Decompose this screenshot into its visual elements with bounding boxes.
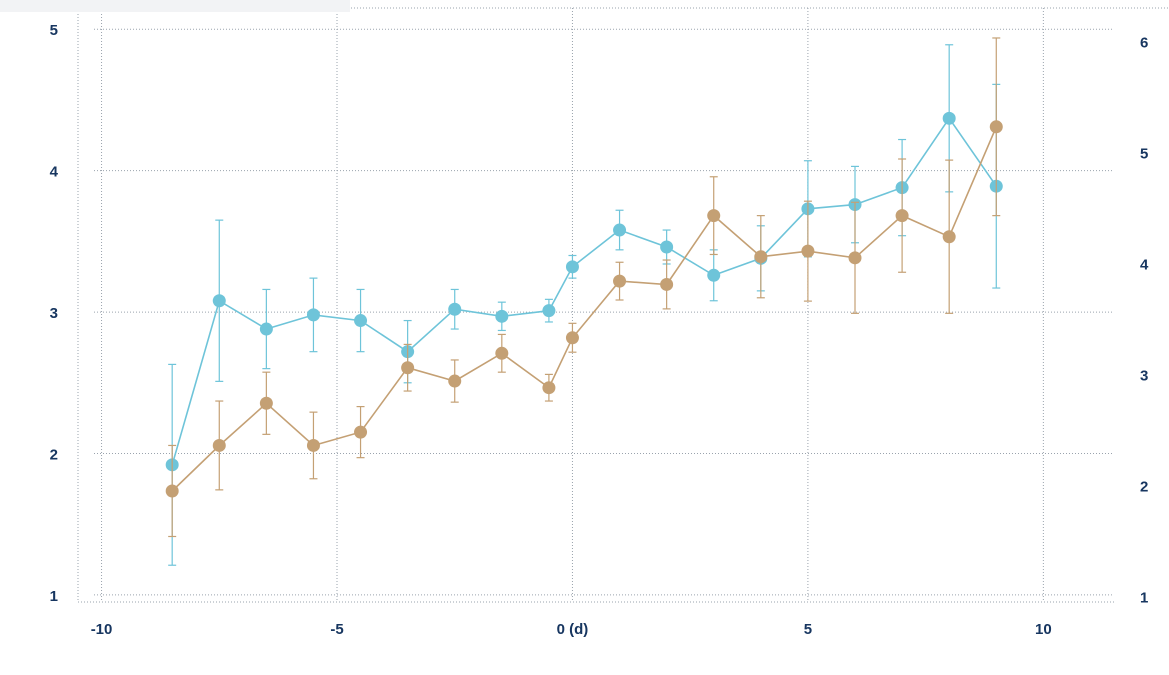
corner-tab bbox=[0, 0, 350, 12]
data-point bbox=[660, 277, 674, 291]
series-line bbox=[171, 126, 998, 492]
data-point bbox=[707, 209, 721, 223]
y-right-tick-label: 3 bbox=[1140, 367, 1148, 384]
y-left-tick-label: 2 bbox=[50, 447, 58, 464]
y-right-tick-label: 6 bbox=[1140, 34, 1148, 51]
data-point bbox=[989, 120, 1003, 134]
series-1 bbox=[165, 44, 1003, 566]
data-point bbox=[942, 111, 956, 125]
y-left-tick-label: 4 bbox=[50, 164, 59, 181]
data-point bbox=[942, 230, 956, 244]
data-point bbox=[212, 438, 226, 452]
data-point bbox=[613, 274, 627, 288]
data-point bbox=[542, 304, 556, 318]
data-point bbox=[754, 250, 768, 264]
data-point bbox=[565, 331, 579, 345]
data-point bbox=[613, 223, 627, 237]
data-point bbox=[495, 346, 509, 360]
grid-layer bbox=[77, 7, 1169, 603]
series-layer bbox=[165, 37, 1003, 566]
data-point bbox=[895, 209, 909, 223]
data-point bbox=[495, 309, 509, 323]
series-2 bbox=[165, 37, 1003, 538]
data-point bbox=[848, 251, 862, 265]
y-left-tick-label: 1 bbox=[50, 588, 58, 605]
data-point bbox=[354, 425, 368, 439]
data-point bbox=[401, 361, 415, 375]
data-point bbox=[259, 322, 273, 336]
y-right-tick-label: 5 bbox=[1140, 145, 1148, 162]
y-left-tick-label: 5 bbox=[50, 22, 58, 39]
data-point bbox=[448, 302, 462, 316]
y-right-tick-label: 1 bbox=[1140, 589, 1148, 606]
x-tick-label: -10 bbox=[91, 621, 113, 638]
y-right-tick-label: 4 bbox=[1140, 256, 1149, 273]
data-point bbox=[660, 240, 674, 254]
y-left-tick-label: 3 bbox=[50, 305, 58, 322]
data-point bbox=[565, 260, 579, 274]
y-right-tick-label: 2 bbox=[1140, 478, 1148, 495]
x-tick-label: 5 bbox=[804, 621, 812, 638]
x-tick-label: -5 bbox=[330, 621, 343, 638]
data-point bbox=[354, 314, 368, 328]
data-point bbox=[306, 308, 320, 322]
data-point bbox=[259, 396, 273, 410]
x-tick-label: 0 (d) bbox=[557, 621, 589, 638]
data-point bbox=[801, 244, 815, 258]
data-point bbox=[542, 381, 556, 395]
data-point bbox=[448, 374, 462, 388]
data-point bbox=[707, 268, 721, 282]
data-point bbox=[165, 484, 179, 498]
x-tick-label: 10 bbox=[1035, 621, 1052, 638]
axis-layer: -10 -5 0 (d) 5 10 1 2 3 4 5 1 2 3 4 5 6 bbox=[50, 22, 1149, 638]
data-point bbox=[306, 438, 320, 452]
data-point bbox=[212, 294, 226, 308]
